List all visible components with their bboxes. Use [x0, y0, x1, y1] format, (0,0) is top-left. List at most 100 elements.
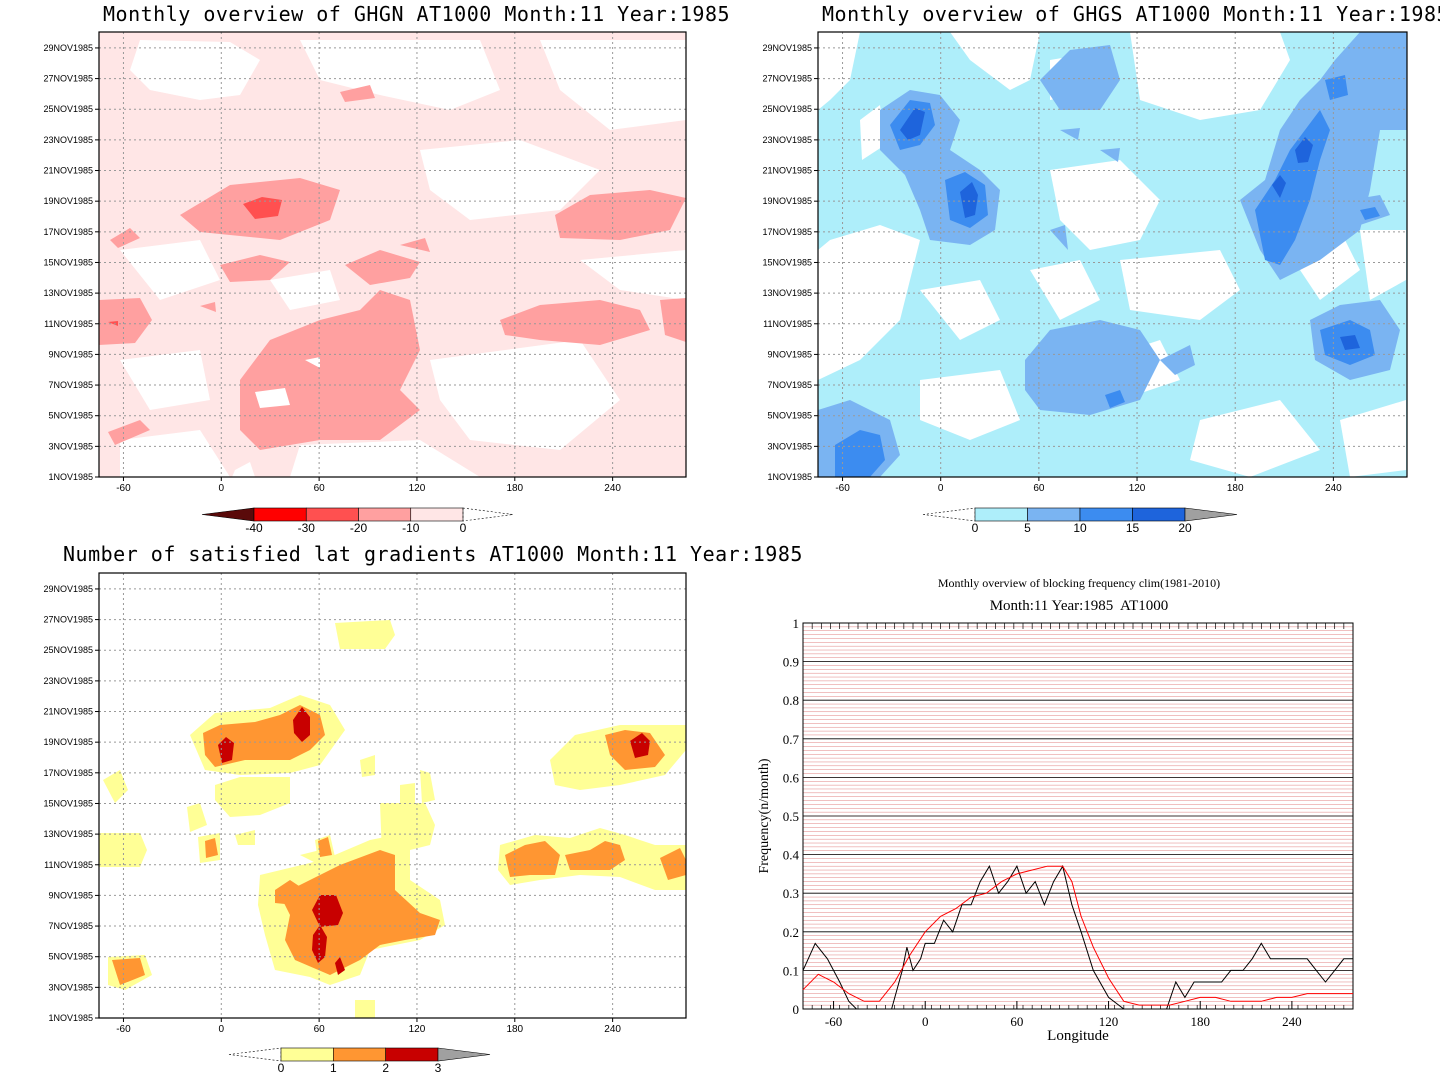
- x-tick-label: 180: [1227, 483, 1244, 494]
- y-tick-label: 15NOV1985: [43, 798, 93, 808]
- y-tick-label: 0.5: [783, 809, 799, 824]
- y-tick-label: 11NOV1985: [44, 319, 93, 329]
- colorbar-label: 20: [1178, 521, 1192, 535]
- colorbar-label: 0: [460, 521, 467, 535]
- y-tick-label: 0.1: [783, 963, 799, 978]
- gradients-title: Number of satisfied lat gradients AT1000…: [63, 542, 803, 566]
- y-tick-label: 29NOV1985: [762, 43, 812, 53]
- colorbar-swatch: [1079, 507, 1133, 522]
- y-tick-label: 9NOV1985: [767, 349, 812, 359]
- y-tick-label: 19NOV1985: [43, 196, 93, 206]
- y-tick-label: 13NOV1985: [762, 288, 812, 298]
- x-tick-label: -60: [825, 1014, 842, 1029]
- colorbar-open-arrow: [228, 1047, 282, 1062]
- x-tick-label: 0: [938, 483, 944, 494]
- series-line-1: [802, 865, 1353, 1006]
- ghgs-chart: 1NOV1985 3NOV1985 5NOV1985 7NOV1985 9NOV1985…: [762, 31, 1408, 535]
- y-tick-label: 0: [793, 1002, 800, 1017]
- colorbar-swatch: [280, 1047, 334, 1062]
- x-tick-label: 240: [604, 1024, 621, 1035]
- colorbar-label: -20: [350, 521, 368, 535]
- colorbar-label: 0: [278, 1061, 285, 1075]
- colorbar-open-arrow: [462, 507, 514, 522]
- colorbar-swatch: [253, 507, 307, 522]
- y-tick-label: 21NOV1985: [762, 166, 812, 176]
- colorbar-label: 5: [1024, 521, 1031, 535]
- y-tick-label: 11NOV1985: [44, 860, 93, 870]
- x-tick-label: 60: [1033, 483, 1045, 494]
- x-tick-label: 0: [219, 1024, 225, 1035]
- colorbar-label: -40: [245, 521, 263, 535]
- colorbar-swatch: [333, 1047, 386, 1062]
- blocking-title: Monthly overview of blocking frequency c…: [937, 576, 1221, 590]
- y-tick-label: 3NOV1985: [767, 441, 812, 451]
- y-tick-label: 19NOV1985: [762, 196, 812, 206]
- y-tick-label: 0.3: [783, 886, 799, 901]
- y-tick-label: 29NOV1985: [43, 584, 93, 594]
- x-tick-label: -60: [835, 483, 850, 494]
- colorbar-label: 3: [435, 1061, 442, 1075]
- gradients-chart: 1NOV1985 3NOV1985 5NOV1985 7NOV1985 9NOV1985…: [43, 572, 687, 1075]
- x-tick-label: 60: [314, 1024, 326, 1035]
- colorbar-label: 2: [382, 1061, 389, 1075]
- x-tick-label: -60: [116, 1024, 131, 1035]
- y-tick-label: 7NOV1985: [48, 380, 93, 390]
- y-tick-label: 5NOV1985: [767, 411, 812, 421]
- y-tick-label: 29NOV1985: [43, 43, 93, 53]
- y-tick-label: 0.7: [783, 732, 800, 747]
- x-tick-label: 180: [1190, 1014, 1210, 1029]
- y-tick-label: 9NOV1985: [48, 349, 93, 359]
- y-tick-label: 0.2: [783, 925, 799, 940]
- x-tick-label: 60: [314, 483, 326, 494]
- y-tick-label: 5NOV1985: [48, 411, 93, 421]
- y-tick-label: 21NOV1985: [43, 707, 93, 717]
- colorbar-label: -30: [298, 521, 316, 535]
- x-tick-label: -60: [116, 483, 131, 494]
- ghgn-chart: 1NOV1985 3NOV1985 5NOV1985 7NOV1985 9NOV1985…: [43, 31, 687, 535]
- y-tick-label: 9NOV1985: [48, 890, 93, 900]
- colorbar-swatch: [305, 507, 359, 522]
- ghgn-title: Monthly overview of GHGN AT1000 Month:11…: [103, 2, 731, 26]
- y-tick-label: 3NOV1985: [48, 441, 93, 451]
- colorbar-open-arrow: [922, 507, 976, 522]
- colorbar-swatch: [1027, 507, 1081, 522]
- y-tick-label: 1NOV1985: [48, 472, 93, 482]
- y-tick-label: 21NOV1985: [43, 166, 93, 176]
- y-tick-label: 0.9: [783, 655, 799, 670]
- colorbar-label: 10: [1073, 521, 1087, 535]
- x-tick-label: 60: [1010, 1014, 1023, 1029]
- colorbar-swatch: [974, 507, 1028, 522]
- blocking-chart: 0 0.1 0.2 0.3 0.4 0.5 0.6 0.7 0.8 0.9 1 -60 0 60 120 18…: [757, 616, 1354, 1044]
- x-tick-label: 180: [506, 1024, 523, 1035]
- y-tick-label: 25NOV1985: [762, 104, 812, 114]
- y-tick-label: 27NOV1985: [762, 74, 812, 84]
- gradients-colorbar: 0 1 2 3: [228, 1047, 491, 1075]
- y-tick-label: 17NOV1985: [43, 768, 93, 778]
- colorbar-label: 0: [972, 521, 979, 535]
- colorbar-swatch: [385, 1047, 439, 1062]
- y-tick-label: 15NOV1985: [43, 257, 93, 267]
- x-tick-label: 240: [604, 483, 621, 494]
- ghgn-colorbar: -40 -30 -20 -10 0: [201, 507, 514, 535]
- y-tick-label: 25NOV1985: [43, 104, 93, 114]
- y-tick-label: 23NOV1985: [43, 676, 93, 686]
- x-tick-label: 120: [409, 483, 426, 494]
- series-line-0: [802, 864, 1353, 1010]
- ghgs-colorbar: 0 5 10 15 20: [922, 507, 1238, 535]
- colorbar-label: 15: [1126, 521, 1140, 535]
- blocking-subtitle: Month:11 Year:1985 AT1000: [989, 598, 1169, 614]
- y-tick-label: 1: [793, 616, 800, 631]
- y-tick-label: 7NOV1985: [767, 380, 812, 390]
- y-tick-label: 0.6: [783, 770, 800, 785]
- y-tick-label: 27NOV1985: [43, 74, 93, 84]
- y-tick-label: 17NOV1985: [762, 227, 812, 237]
- y-tick-label: 15NOV1985: [762, 257, 812, 267]
- colorbar-arrow: [1184, 507, 1238, 522]
- y-tick-label: 13NOV1985: [43, 288, 93, 298]
- x-tick-label: 120: [1129, 483, 1146, 494]
- y-tick-label: 0.8: [783, 693, 799, 708]
- y-tick-label: 1NOV1985: [767, 472, 812, 482]
- colorbar-label: -10: [402, 521, 420, 535]
- colorbar-swatch: [358, 507, 412, 522]
- y-tick-label: 17NOV1985: [43, 227, 93, 237]
